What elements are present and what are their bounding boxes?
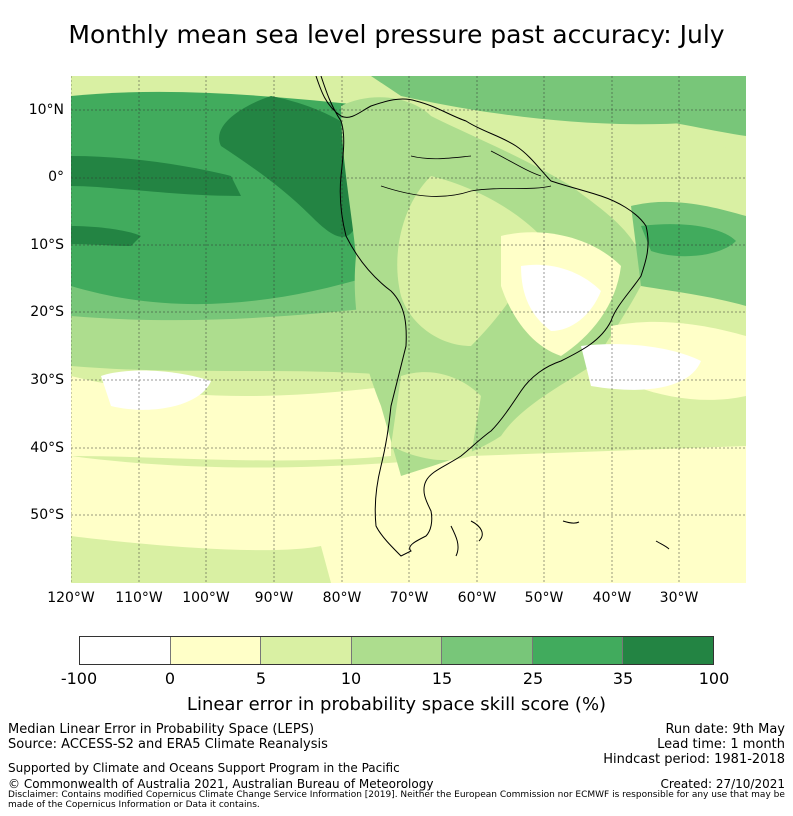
colorbar-segment [170,637,262,664]
skill-region [71,306,401,376]
skill-region [671,144,746,176]
skill-region [581,344,701,390]
lat-label: 10°N [28,102,64,118]
colorbar-segment [351,637,443,664]
skill-map-canvas [71,76,746,583]
colorbar-segment [261,637,352,664]
skill-region [71,536,331,583]
hindcast-period: Hindcast period: 1981-2018 [603,752,785,767]
run-date: Run date: 9th May [665,722,785,737]
lead-time: Lead time: 1 month [657,737,785,752]
colorbar-tick: 35 [612,669,634,688]
lon-label: 50°W [524,590,564,606]
skill-region [71,446,746,583]
coastline [315,76,649,557]
lon-label: 30°W [659,590,699,606]
lat-label: 30°S [30,372,64,388]
colorbar-tick: 25 [522,669,544,688]
copyright: © Commonwealth of Australia 2021, Austra… [8,777,434,791]
skill-region [397,176,541,346]
colorbar-segment [532,637,624,664]
skill-region [631,76,746,136]
skill-region [101,370,211,410]
disclaimer: Disclaimer: Contains modified Copernicus… [8,790,785,810]
colorbar-tick: 10 [340,669,362,688]
lat-label: 10°S [30,237,64,253]
colorbar-label: Linear error in probability space skill … [186,694,607,715]
colorbar-tick: 0 [164,669,176,688]
colorbar [79,636,714,665]
skill-region [71,76,746,125]
created-date: Created: 27/10/2021 [660,777,785,791]
lat-label: 40°S [30,440,64,456]
lon-label: 60°W [457,590,497,606]
lon-label: 90°W [254,590,294,606]
lon-label: 100°W [182,590,230,606]
footer-source: Source: ACCESS-S2 and ERA5 Climate Reana… [8,737,328,752]
footer-right: Run date: 9th May Lead time: 1 month Hin… [603,722,785,767]
island [450,520,670,557]
lon-label: 70°W [389,590,429,606]
skill-region [391,372,481,461]
footer-left: Median Linear Error in Probability Space… [8,722,328,752]
coastline [380,150,552,197]
skill-region [71,156,241,196]
skill-region [641,224,736,257]
colorbar-tick: 15 [431,669,453,688]
skill-region [219,96,361,237]
colorbar-segment [623,637,714,664]
lat-label: 0° [48,169,64,185]
colorbar-tick: 5 [255,669,267,688]
graticule [71,76,746,583]
lon-label: 80°W [322,590,362,606]
footer-method: Median Linear Error in Probability Space… [8,722,315,737]
lat-label: 50°S [30,507,64,523]
colorbar-segment [80,637,171,664]
map-title: Monthly mean sea level pressure past acc… [68,20,725,49]
lon-label: 40°W [592,590,632,606]
skill-region [71,226,141,246]
skill-map [71,76,746,583]
support-note: Supported by Climate and Oceans Support … [8,761,400,775]
skill-region [521,264,601,331]
lon-label: 110°W [115,590,163,606]
colorbar-tick: 100 [698,669,730,688]
colorbar-tick: -100 [60,669,98,688]
colorbar-segment [442,637,533,664]
lat-label: 20°S [30,304,64,320]
lon-label: 120°W [47,590,95,606]
